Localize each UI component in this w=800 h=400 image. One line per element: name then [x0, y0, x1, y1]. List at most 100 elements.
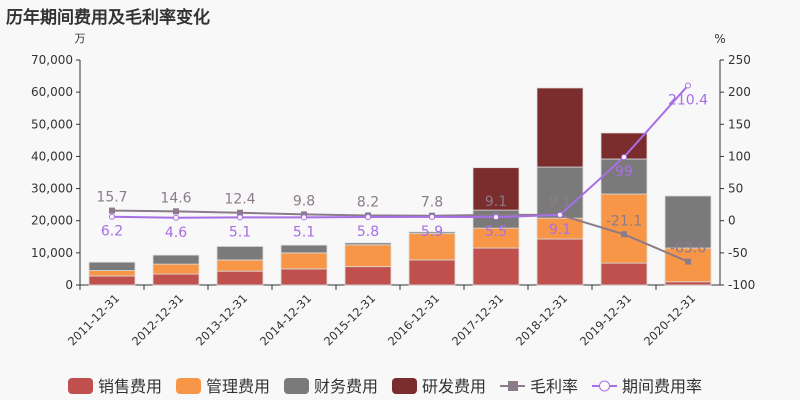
marker-期间费用率 [557, 211, 563, 218]
marker-毛利率 [237, 209, 243, 216]
right-tick-label: 0 [728, 214, 736, 228]
left-tick-label: 10,000 [31, 246, 73, 260]
right-axis-unit: % [714, 32, 725, 46]
marker-期间费用率 [109, 213, 115, 220]
x-tick-label: 2013-12-31 [193, 291, 250, 348]
data-label: 15.7 [96, 190, 127, 206]
left-tick-label: 30,000 [31, 182, 73, 196]
left-tick-label: 50,000 [31, 117, 73, 131]
data-label: 210.4 [668, 92, 708, 108]
marker-期间费用率 [237, 214, 243, 221]
left-tick-label: 0 [65, 278, 73, 292]
data-label: 4.6 [165, 225, 187, 241]
bar-财务费用 [408, 231, 456, 234]
marker-毛利率 [621, 231, 627, 238]
data-label: 5.9 [421, 224, 443, 240]
bar-财务费用 [152, 254, 200, 265]
legend-label[interactable]: 毛利率 [530, 377, 578, 396]
legend-label[interactable]: 财务费用 [314, 377, 378, 396]
legend-swatch [284, 378, 309, 394]
data-label: 9.1 [485, 194, 507, 210]
data-label: 8.2 [357, 194, 379, 210]
marker-毛利率 [301, 211, 307, 218]
x-tick-label: 2011-12-31 [65, 291, 122, 348]
bar-财务费用 [280, 244, 328, 254]
marker-期间费用率 [685, 82, 691, 89]
right-tick-label: 100 [728, 149, 751, 163]
right-tick-label: 150 [728, 117, 751, 131]
right-tick-label: -100 [728, 278, 755, 292]
data-label: -63.6 [670, 241, 706, 257]
bar-销售费用 [664, 281, 712, 286]
data-label: 5.1 [293, 224, 315, 240]
bar-财务费用 [344, 242, 392, 246]
left-tick-label: 70,000 [31, 53, 73, 67]
data-label: 5.5 [485, 224, 507, 240]
legend-swatch [176, 378, 201, 394]
legend-label[interactable]: 销售费用 [98, 377, 162, 396]
x-tick-label: 2015-12-31 [321, 291, 378, 348]
right-tick-label: 50 [728, 182, 743, 196]
line-毛利率 [111, 209, 689, 263]
bar-销售费用 [344, 266, 392, 286]
bar-销售费用 [280, 268, 328, 286]
right-tick-label: -50 [728, 246, 748, 260]
bar-销售费用 [536, 238, 584, 286]
bar-财务费用 [216, 246, 264, 261]
legend-marker [508, 381, 518, 391]
bar-财务费用 [88, 261, 136, 271]
data-label: -21.1 [606, 213, 642, 229]
data-label: 14.6 [160, 190, 191, 206]
bar-管理费用 [280, 252, 328, 270]
bar-管理费用 [216, 259, 264, 272]
x-tick-label: 2018-12-31 [513, 291, 570, 348]
marker-期间费用率 [621, 154, 627, 161]
bar-销售费用 [88, 275, 136, 286]
left-axis-unit: 万 [75, 32, 86, 45]
bar-销售费用 [216, 270, 264, 286]
data-label: 9.1 [549, 222, 571, 238]
legend-label[interactable]: 研发费用 [422, 377, 486, 396]
x-tick-label: 2020-12-31 [641, 291, 698, 348]
bar-研发费用 [536, 87, 584, 168]
marker-期间费用率 [429, 213, 435, 220]
data-label: 7.8 [421, 195, 443, 211]
legend-label[interactable]: 管理费用 [206, 377, 270, 396]
data-label: 6.2 [101, 224, 123, 240]
x-tick-label: 2019-12-31 [577, 291, 634, 348]
bar-销售费用 [472, 247, 520, 286]
data-label: 99 [615, 164, 633, 180]
x-tick-label: 2016-12-31 [385, 291, 442, 348]
line-期间费用率 [111, 84, 689, 219]
marker-毛利率 [173, 208, 179, 215]
marker-期间费用率 [493, 214, 499, 221]
x-tick-label: 2014-12-31 [257, 291, 314, 348]
bar-管理费用 [152, 263, 200, 275]
bar-销售费用 [152, 273, 200, 286]
right-tick-label: 200 [728, 85, 751, 99]
bar-财务费用 [600, 158, 648, 195]
bar-管理费用 [664, 247, 712, 283]
left-tick-label: 60,000 [31, 85, 73, 99]
left-tick-label: 40,000 [31, 149, 73, 163]
x-tick-label: 2012-12-31 [129, 291, 186, 348]
x-tick-label: 2017-12-31 [449, 291, 506, 348]
marker-毛利率 [685, 258, 691, 265]
data-label: 5.8 [357, 224, 379, 240]
bar-销售费用 [408, 259, 456, 286]
bar-财务费用 [664, 195, 712, 249]
bar-管理费用 [344, 244, 392, 268]
legend-label[interactable]: 期间费用率 [622, 377, 702, 396]
data-label: 9.8 [293, 193, 315, 209]
left-tick-label: 20,000 [31, 214, 73, 228]
bar-销售费用 [600, 262, 648, 286]
legend-swatch [68, 378, 93, 394]
legend-marker [599, 380, 610, 392]
right-tick-label: 250 [728, 53, 751, 67]
bar-财务费用 [536, 166, 584, 219]
data-label: 12.4 [224, 192, 255, 208]
marker-期间费用率 [365, 213, 371, 220]
data-label: 9.1 [549, 194, 571, 210]
